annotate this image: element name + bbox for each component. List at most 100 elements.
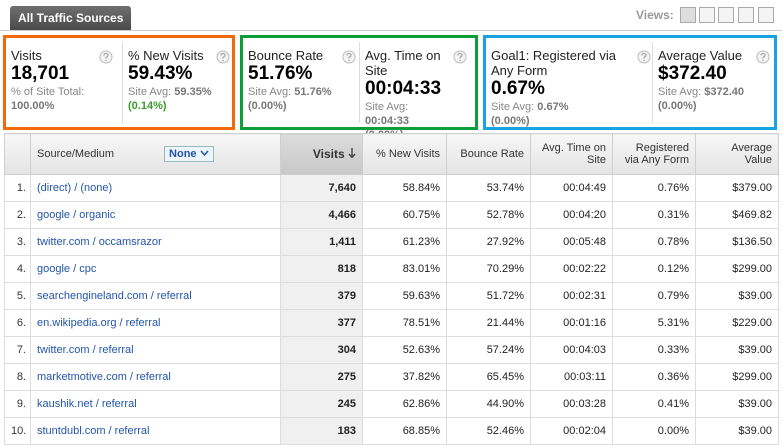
metric-value-cell: $229.00 [695,309,779,337]
engagement-box: Bounce Rate 51.76% Site Avg: 51.76% (0.00%)… [240,35,478,141]
metric-value-cell: 5.31% [612,309,696,337]
metric-cell: % New Visits 59.43% Site Avg: 59.35% (0.14%… [128,48,214,113]
help-icon[interactable] [453,50,467,64]
metric-value-cell: 58.84% [362,174,447,202]
row-index: 8. [4,363,31,391]
metric-value-cell: 7,640 [280,174,363,202]
column-header[interactable]: % New Visits [362,133,447,175]
metric-sub-label: Site Avg: [128,86,172,98]
column-header[interactable]: Registered via Any Form [612,133,696,175]
table-row: 10. stuntdubl.com / referral 183 68.85% 52.4… [4,417,779,445]
metric-value-cell: 0.31% [612,201,696,229]
source-link[interactable]: twitter.com / referral [30,336,281,364]
metric-value-cell: 70.29% [446,255,531,283]
metric-change: (0.00%) [248,100,287,112]
column-header[interactable]: Bounce Rate [446,133,531,175]
source-link[interactable]: google / organic [30,201,281,229]
metric-value-cell: 304 [280,336,363,364]
view-compare-icon[interactable] [738,7,754,23]
metric-value-cell: 245 [280,390,363,418]
column-header[interactable]: Visits [280,133,363,175]
help-icon[interactable] [342,50,356,64]
metric-value-cell: 00:01:16 [530,309,613,337]
table-row: 6. en.wikipedia.org / referral 377 78.51% 21… [4,309,779,337]
source-link[interactable]: google / cpc [30,255,281,283]
row-index: 9. [4,390,31,418]
header-index [4,133,31,175]
source-link[interactable]: stuntdubl.com / referral [30,417,281,445]
metric-value-cell: 52.63% [362,336,447,364]
metric-value: 18,701 [11,63,70,84]
header-text: Average Value [731,142,772,166]
metric-value-cell: 83.01% [362,255,447,283]
metric-value-cell: 21.44% [446,309,531,337]
table-body: 1. (direct) / (none) 7,640 58.84% 53.74% 00:0… [4,174,779,445]
column-header[interactable]: Source/Medium None [30,133,281,175]
metric-sub-value: $372.40 [704,86,745,98]
metric-label: Bounce Rate [248,48,324,63]
goal-box: Goal1: Registered via Any Form 0.67% Site … [483,35,777,130]
metric-cell: Bounce Rate 51.76% Site Avg: 51.76% (0.00%) [248,48,340,113]
column-header[interactable]: Avg. Time on Site [530,133,613,175]
table-row: 2. google / organic 4,466 60.75% 52.78% 00:04… [4,201,779,229]
header-text: % New Visits [376,148,440,160]
metric-sub-value: 51.76% [294,86,332,98]
metric-value-cell: 4,466 [280,201,363,229]
metric-value-cell: 0.36% [612,363,696,391]
metric-value-cell: 52.46% [446,417,531,445]
view-pivot-icon[interactable] [758,7,774,23]
metric-value-cell: 62.86% [362,390,447,418]
metric-value-cell: 61.23% [362,228,447,256]
row-index: 2. [4,201,31,229]
metric-value-cell: 37.82% [362,363,447,391]
metric-sub: Site Avg: 59.35% (0.14%) [128,85,214,113]
metric-value-cell: 377 [280,309,363,337]
column-header[interactable]: Average Value [695,133,779,175]
help-icon[interactable] [637,50,651,64]
metric-value-cell: 60.75% [362,201,447,229]
source-link[interactable]: searchengineland.com / referral [30,282,281,310]
header-text: Source/Medium [37,148,115,160]
metric-value: 0.67% [491,78,545,99]
metric-value-cell: 68.85% [362,417,447,445]
help-icon[interactable] [216,50,230,64]
metric-sub-label: Site Avg: [491,101,535,113]
metric-value-cell: $299.00 [695,363,779,391]
metric-sub-label: Site Avg: [365,101,409,113]
secondary-dimension-select[interactable]: None [164,146,214,162]
metric-cell: Visits 18,701% of Site Total: 100.00% [11,48,97,113]
help-icon[interactable] [756,50,770,64]
table-row: 8. marketmotive.com / referral 275 37.82% 65… [4,363,779,391]
view-pie-icon[interactable] [699,7,715,23]
header-row: Source/Medium None Visits % New Visits Bou… [4,133,779,175]
source-link[interactable]: twitter.com / occamsrazor [30,228,281,256]
metric-value-cell: 00:05:48 [530,228,613,256]
metric-value-cell: 0.12% [612,255,696,283]
metric-value-cell: 0.00% [612,417,696,445]
metric-value-cell: 183 [280,417,363,445]
metric-sub-value: 100.00% [11,100,55,112]
help-icon[interactable] [99,50,113,64]
select-text: None [169,148,197,160]
source-link[interactable]: (direct) / (none) [30,174,281,202]
source-link[interactable]: en.wikipedia.org / referral [30,309,281,337]
metric-sub-value: 00:04:33 [365,115,410,127]
metric-divider [359,42,360,123]
metric-value-cell: 00:03:28 [530,390,613,418]
tab[interactable]: All Traffic Sources [10,6,132,30]
metric-value-cell: 1,411 [280,228,363,256]
metric-value-cell: 0.76% [612,174,696,202]
visits-box: Visits 18,701% of Site Total: 100.00%% Ne… [3,35,235,130]
view-bar-icon[interactable] [718,7,734,23]
source-link[interactable]: kaushik.net / referral [30,390,281,418]
table-row: 5. searchengineland.com / referral 379 59.6… [4,282,779,310]
metric-value-cell: 818 [280,255,363,283]
source-link[interactable]: marketmotive.com / referral [30,363,281,391]
metric-sub-label: Site Avg: [658,86,702,98]
metric-value-cell: 00:02:04 [530,417,613,445]
metric-value-cell: 57.24% [446,336,531,364]
metric-sub-label: Site Avg: [248,86,292,98]
metric-value-cell: 52.78% [446,201,531,229]
metric-sub-label: % of Site Total: [11,86,85,98]
view-table-icon[interactable] [680,7,696,23]
